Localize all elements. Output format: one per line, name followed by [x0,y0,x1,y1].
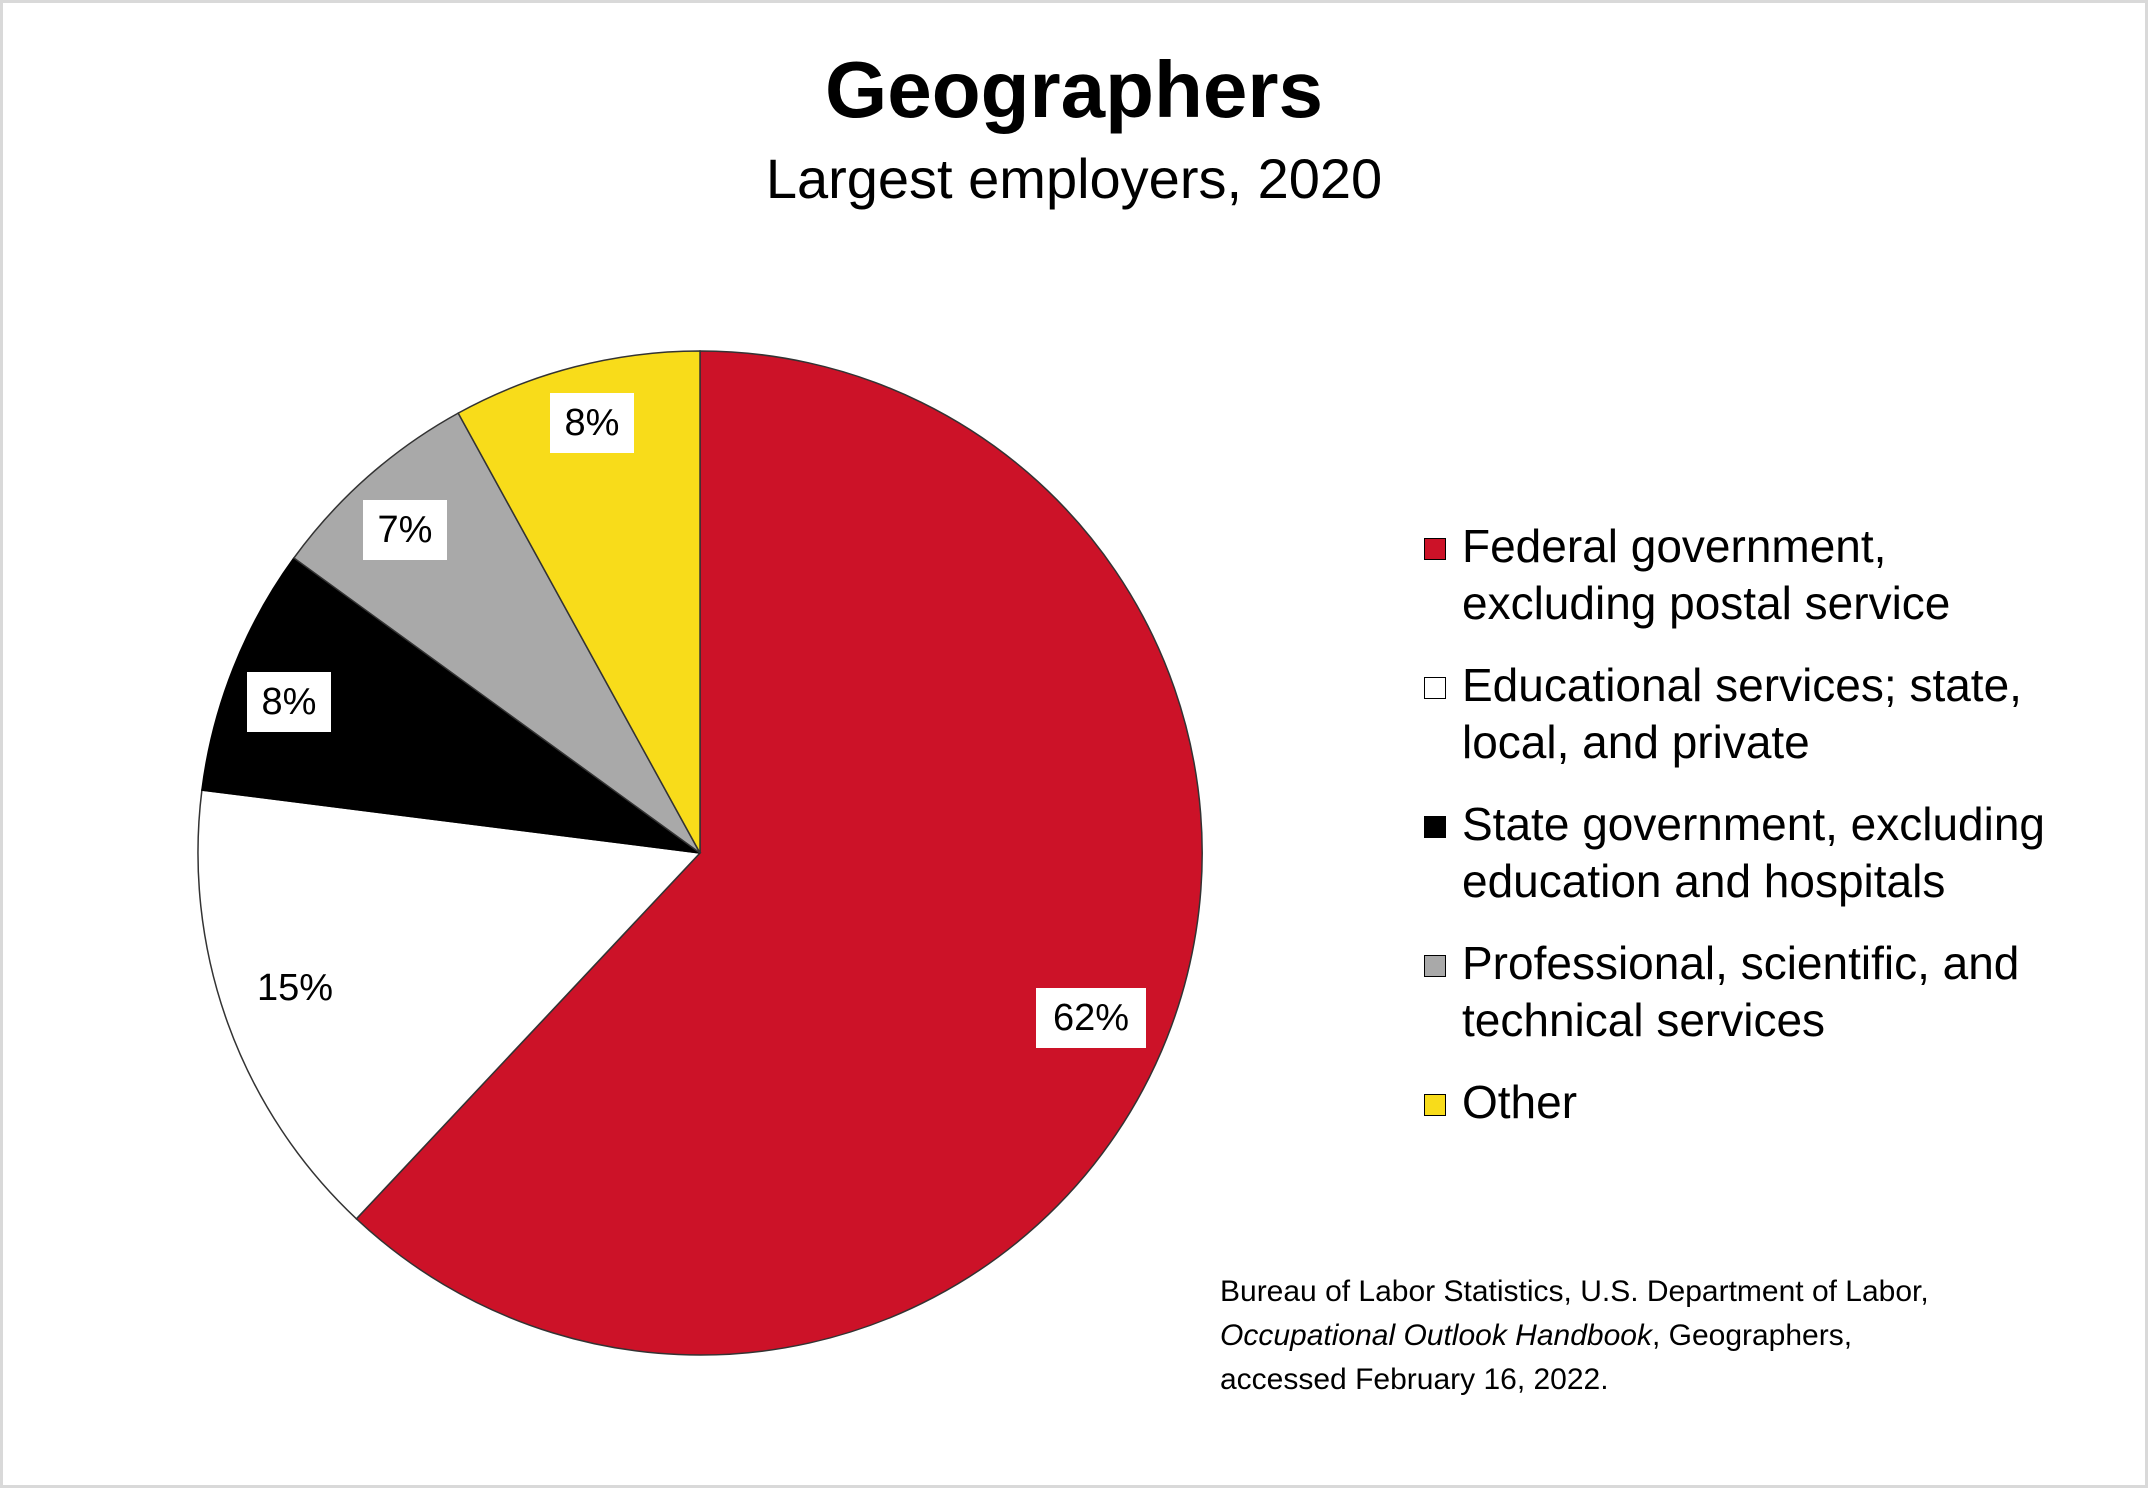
label-professional: 7% [363,500,447,560]
legend-text: excluding postal service [1462,577,1951,629]
label-state: 8% [247,672,331,732]
legend-item-federal: Federal government, excluding postal ser… [1424,518,2045,632]
legend: Federal government, excluding postal ser… [1424,518,2045,1156]
source-text: , Geographers, [1651,1319,1853,1352]
legend-text: Other [1462,1076,1578,1128]
legend-swatch-red-icon [1424,538,1446,560]
legend-text: local, and private [1462,716,1810,768]
slice-educational [197,789,702,1220]
legend-swatch-black-icon [1424,816,1446,838]
label-federal: 62% [1036,988,1146,1048]
legend-text: Federal government, [1462,520,1887,572]
label-other: 8% [550,393,634,453]
legend-item-educational: Educational services; state, local, and … [1424,657,2045,771]
legend-swatch-yellow-icon [1424,1094,1446,1116]
legend-swatch-gray-icon [1424,955,1446,977]
legend-swatch-white-icon [1424,677,1446,699]
legend-item-state: State government, excluding education an… [1424,796,2045,910]
legend-text: education and hospitals [1462,855,1946,907]
source-line: Bureau of Labor Statistics, U.S. Departm… [1220,1275,1929,1308]
slice-state [201,556,701,854]
slice-other [457,350,701,854]
legend-item-professional: Professional, scientific, and technical … [1424,935,2045,1049]
source-note: Bureau of Labor Statistics, U.S. Departm… [1220,1270,1929,1402]
source-line: accessed February 16, 2022. [1220,1363,1609,1396]
slice-federal [355,350,1203,1356]
legend-text: State government, excluding [1462,798,2046,850]
label-educational: 15% [256,967,334,1009]
legend-item-other: Other [1424,1074,2045,1131]
source-line: Occupational Outlook Handbook, Geographe… [1220,1314,1929,1358]
legend-text: Educational services; state, [1462,659,2022,711]
legend-text: technical services [1462,994,1826,1046]
source-publication: Occupational Outlook Handbook [1220,1319,1652,1352]
chart-subtitle: Largest employers, 2020 [765,147,1383,210]
chart-title: Geographers [825,45,1323,134]
legend-text: Professional, scientific, and [1462,937,2020,989]
